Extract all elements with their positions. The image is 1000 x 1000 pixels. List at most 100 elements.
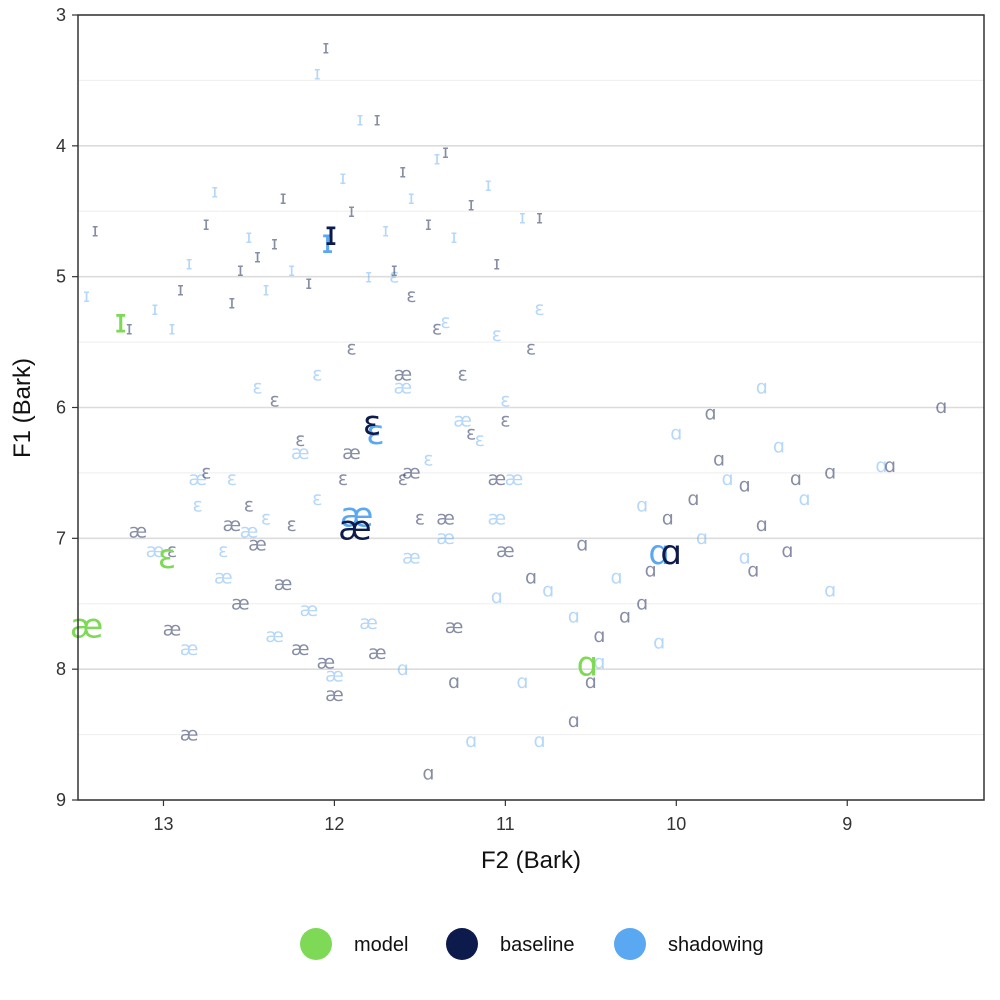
shadowing-point: ɑ	[465, 730, 477, 752]
baseline-point: ɛ	[500, 409, 510, 431]
data-points: ɪɪɪɪɪɪɪɪɪɪɪɪɪɪɪɪɪɪɛɛɛɛɛɛɛɛɛɛɛɛɛɛææææææææ…	[70, 36, 947, 784]
baseline-point: ɛ	[457, 363, 467, 385]
y-axis-title: F1 (Bark)	[9, 358, 36, 458]
shadowing-point: ɛ	[227, 468, 237, 490]
shadowing-point: ɛ	[423, 449, 433, 471]
shadowing-point: ɛ	[500, 390, 510, 412]
shadowing-point: æ	[291, 442, 310, 464]
x-tick-label: 12	[324, 814, 344, 834]
shadowing-point: ɛ	[261, 507, 271, 529]
legend-label-shadowing: shadowing	[668, 934, 764, 956]
y-tick-label: 5	[56, 267, 66, 287]
baseline-mean-point: ɪ	[325, 214, 338, 254]
shadowing-point: æ	[188, 468, 207, 490]
baseline-point: ɪ	[203, 213, 210, 235]
y-tick-label: 7	[56, 528, 66, 548]
shadowing-mean-point: ɛ	[366, 413, 384, 453]
shadowing-point: ɑ	[756, 377, 768, 399]
shadowing-point: ɛ	[193, 494, 203, 516]
baseline-point: æ	[342, 442, 361, 464]
shadowing-point: ɛ	[312, 488, 322, 510]
legend-label-model: model	[354, 934, 408, 956]
baseline-point: ɑ	[448, 671, 460, 693]
baseline-point: ɪ	[254, 246, 261, 268]
shadowing-point: æ	[299, 599, 318, 621]
shadowing-point: ɪ	[263, 278, 270, 300]
shadowing-point: ɑ	[875, 455, 887, 477]
baseline-point: æ	[496, 540, 515, 562]
baseline-point: æ	[274, 573, 293, 595]
baseline-point: ɑ	[422, 763, 434, 785]
baseline-point: ɪ	[126, 318, 133, 340]
baseline-point: ɑ	[636, 592, 648, 614]
y-tick-label: 3	[56, 5, 66, 25]
shadowing-point: ɛ	[252, 377, 262, 399]
baseline-point: ɑ	[790, 468, 802, 490]
shadowing-point: æ	[180, 638, 199, 660]
baseline-point: ɪ	[399, 161, 406, 183]
baseline-point: ɑ	[687, 488, 699, 510]
model-mean-point: æ	[70, 607, 103, 647]
baseline-point: ɪ	[305, 272, 312, 294]
shadowing-point: ɪ	[485, 174, 492, 196]
baseline-point: ɑ	[756, 514, 768, 536]
shadowing-point: ɪ	[245, 226, 252, 248]
baseline-point: ɛ	[432, 318, 442, 340]
shadowing-point: æ	[359, 612, 378, 634]
shadowing-point: ɪ	[382, 220, 389, 242]
shadowing-point: ɪ	[168, 318, 175, 340]
shadowing-point: æ	[214, 566, 233, 588]
grid	[78, 14, 984, 801]
shadowing-point: ɪ	[451, 226, 458, 248]
baseline-point: æ	[445, 616, 464, 638]
baseline-point: ɑ	[713, 449, 725, 471]
baseline-point: ɑ	[781, 540, 793, 562]
legend: model baseline shadowing	[300, 928, 764, 960]
baseline-point: æ	[436, 507, 455, 529]
shadowing-point: ɑ	[610, 566, 622, 588]
shadowing-point: ɑ	[824, 579, 836, 601]
baseline-point: ɛ	[415, 507, 425, 529]
baseline-point: æ	[163, 619, 182, 641]
baseline-point: ɑ	[619, 606, 631, 628]
shadowing-point: ɪ	[211, 180, 218, 202]
shadowing-point: ɪ	[314, 63, 321, 85]
shadowing-point: ɑ	[722, 468, 734, 490]
baseline-point: æ	[325, 684, 344, 706]
legend-key-shadowing	[614, 928, 646, 960]
shadowing-point: ɛ	[312, 363, 322, 385]
x-tick-label: 10	[666, 814, 686, 834]
baseline-point: ɑ	[525, 566, 537, 588]
legend-label-baseline: baseline	[500, 934, 575, 956]
baseline-point: ɪ	[493, 252, 500, 274]
shadowing-point: æ	[487, 507, 506, 529]
shadowing-point: ɑ	[516, 671, 528, 693]
baseline-point: ɪ	[271, 233, 278, 255]
shadowing-point: ɑ	[670, 422, 682, 444]
baseline-point: ɪ	[374, 108, 381, 130]
axis-ticks: 13 12 11 10 9 3 4 5 6 7 8 9	[56, 5, 852, 834]
baseline-point: æ	[368, 642, 387, 664]
shadowing-point: ɛ	[534, 298, 544, 320]
baseline-point: ɑ	[645, 560, 657, 582]
shadowing-point: ɑ	[798, 488, 810, 510]
shadowing-point: ɑ	[534, 730, 546, 752]
shadowing-point: ɪ	[433, 148, 440, 170]
shadowing-mean-point: ɑ	[648, 533, 670, 573]
baseline-point: ɑ	[593, 625, 605, 647]
shadowing-point: ɛ	[218, 540, 228, 562]
baseline-point: ɛ	[406, 285, 416, 307]
baseline-point: ɛ	[269, 390, 279, 412]
baseline-mean-point: æ	[338, 508, 371, 548]
baseline-point: ɪ	[536, 206, 543, 228]
baseline-point: æ	[402, 462, 421, 484]
baseline-point: ɪ	[92, 220, 99, 242]
baseline-point: ɑ	[935, 396, 947, 418]
shadowing-mean-point: ɪ	[321, 222, 334, 262]
baseline-point: æ	[317, 651, 336, 673]
shadowing-point: ɪ	[186, 252, 193, 274]
baseline-point: ɪ	[391, 259, 398, 281]
baseline-point: ɛ	[287, 514, 297, 536]
shadowing-point: ɪ	[339, 167, 346, 189]
shadowing-point: ɑ	[593, 651, 605, 673]
